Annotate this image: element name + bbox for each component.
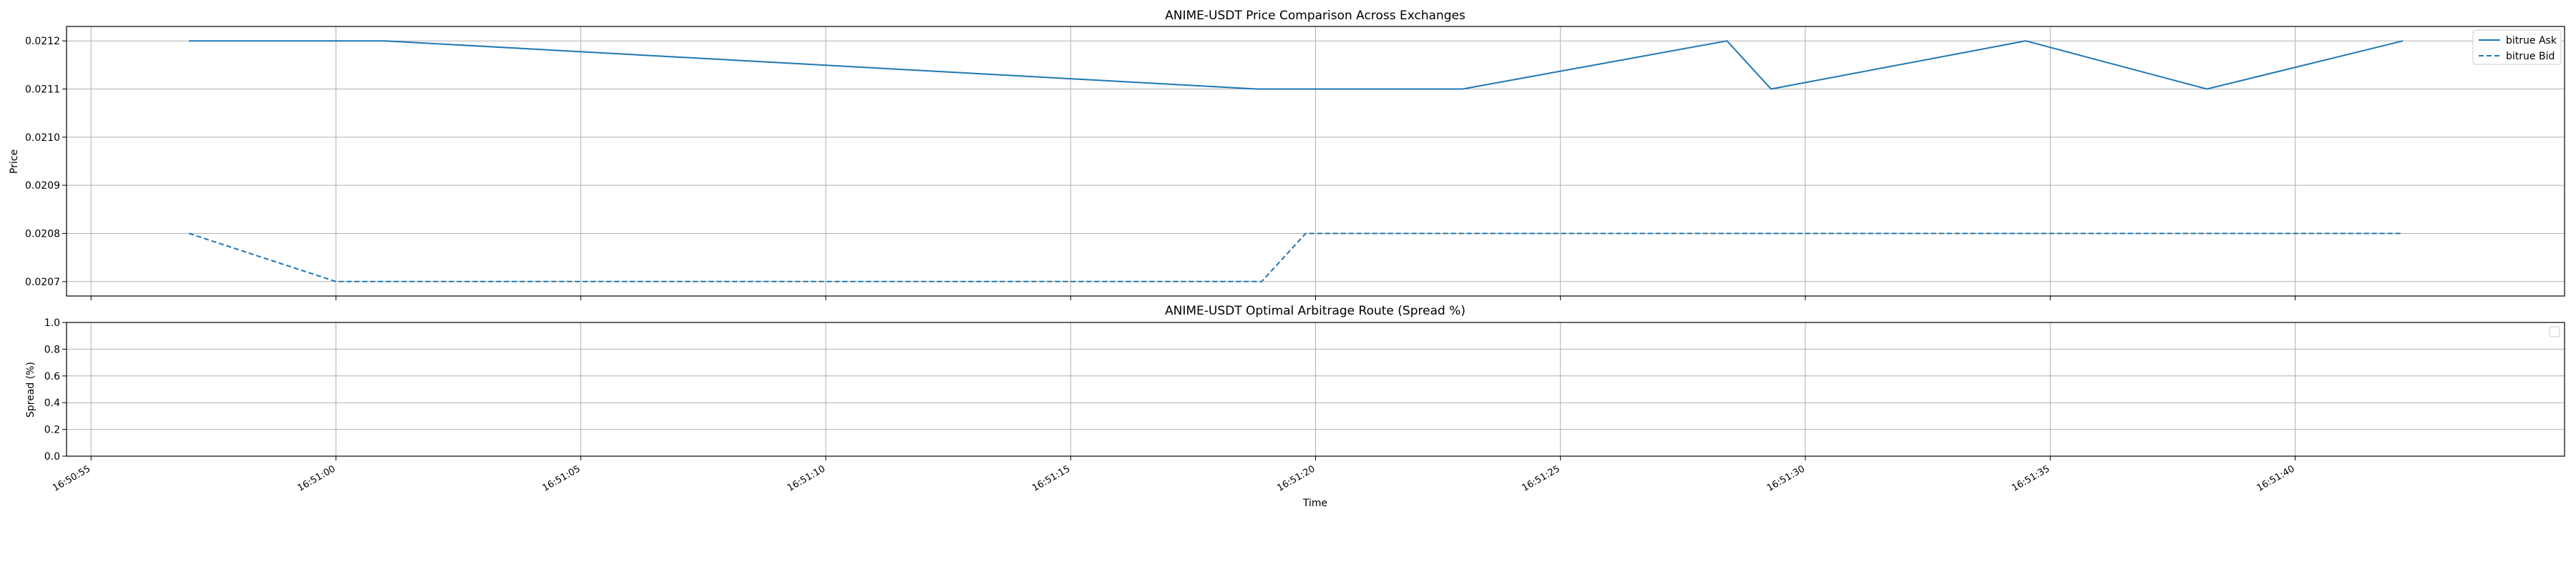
y-tick-label: 0.0207 — [25, 277, 60, 288]
y-tick-label: 0.0209 — [25, 180, 60, 192]
spread-chart-ylabel: Spread (%) — [25, 362, 36, 418]
price-chart-yticks: 0.0207 0.0208 0.0209 0.0210 0.0211 0.0212 — [25, 36, 67, 288]
spread-chart-title: ANIME-USDT Optimal Arbitrage Route (Spre… — [1165, 304, 1465, 318]
x-tick-label: 16:51:30 — [1765, 463, 1807, 493]
y-tick-label: 0.0211 — [25, 84, 60, 96]
y-tick-label: 0.4 — [44, 398, 60, 409]
x-axis-label: Time — [1302, 498, 1327, 509]
x-tick-label: 16:51:40 — [2255, 463, 2296, 493]
series-line-bitrue-bid — [188, 232, 2404, 282]
x-tick-label: 16:51:25 — [1521, 463, 1562, 493]
y-tick-label: 0.0212 — [25, 36, 60, 47]
price-chart-title: ANIME-USDT Price Comparison Across Excha… — [1165, 9, 1465, 23]
y-tick-label: 0.0210 — [25, 132, 60, 144]
y-tick-label: 0.0 — [44, 451, 60, 463]
spread-chart-legend[interactable] — [2549, 326, 2560, 337]
spread-legend-box — [2549, 326, 2560, 337]
x-tick-label: 16:51:00 — [296, 463, 337, 493]
price-chart-ylabel: Price — [9, 149, 20, 174]
x-tick-label: 16:51:15 — [1030, 463, 1072, 493]
y-tick-label: 1.0 — [44, 317, 60, 329]
price-chart-legend[interactable]: bitrue Ask bitrue Bid — [2472, 29, 2562, 65]
price-chart: ANIME-USDT Price Comparison Across Excha… — [9, 9, 2565, 300]
price-chart-frame — [66, 26, 2565, 297]
y-tick-label: 0.8 — [44, 344, 60, 355]
spread-chart-frame — [66, 322, 2565, 457]
x-tick-label: 16:50:55 — [51, 463, 92, 493]
x-tick-label: 16:51:10 — [786, 463, 827, 493]
price-chart-grid — [67, 26, 2565, 296]
spread-chart: ANIME-USDT Optimal Arbitrage Route (Spre… — [25, 304, 2565, 509]
x-tick-label: 16:51:35 — [2010, 463, 2051, 493]
series-line-bitrue-ask — [189, 40, 2404, 90]
x-tick-label: 16:51:05 — [541, 463, 582, 493]
legend-bid-label: bitrue Bid — [2506, 51, 2555, 62]
price-chart-lines — [188, 40, 2404, 282]
legend-ask-label: bitrue Ask — [2506, 35, 2557, 46]
y-tick-label: 0.0208 — [25, 228, 60, 240]
y-tick-label: 0.2 — [44, 425, 60, 436]
spread-chart-xticks: 16:50:55 16:51:00 16:51:05 16:51:10 16:51:15… — [51, 456, 2297, 494]
price-chart-xticks — [90, 296, 2296, 300]
x-tick-label: 16:51:20 — [1275, 463, 1317, 493]
spread-chart-grid — [67, 322, 2565, 457]
y-tick-label: 0.6 — [44, 371, 60, 383]
spread-chart-yticks: 0.0 0.2 0.4 0.6 0.8 1.0 — [44, 317, 67, 463]
